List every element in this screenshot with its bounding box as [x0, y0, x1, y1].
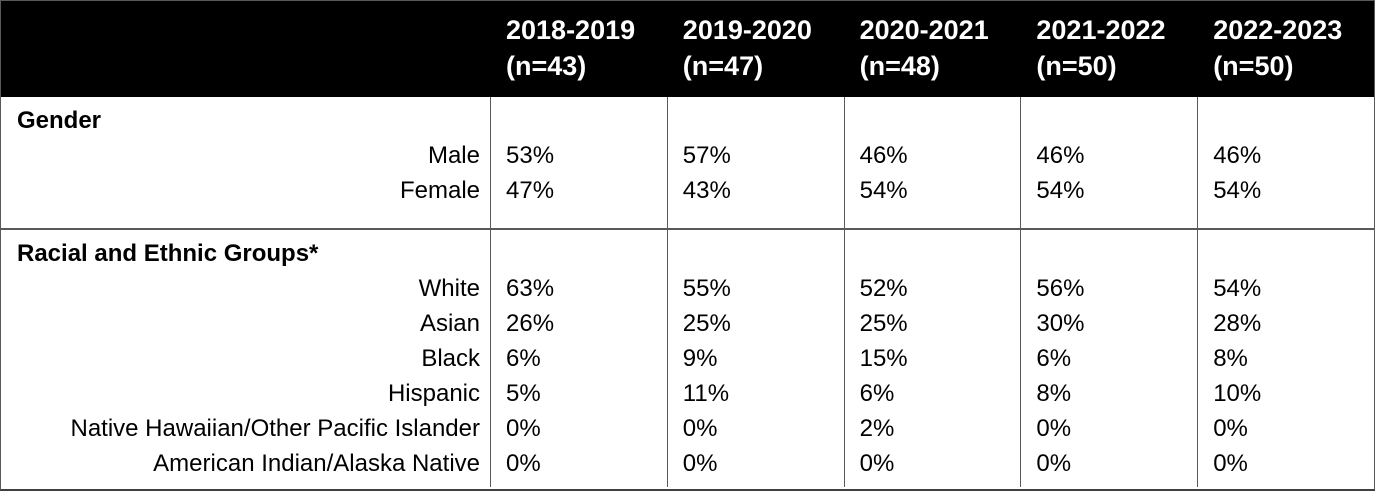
- male-value: 46%: [1036, 142, 1085, 169]
- spacer: [683, 236, 844, 271]
- spacer: [506, 236, 667, 271]
- gender-data-col-4: 46% 54%: [1020, 97, 1197, 228]
- asian-value: 26%: [506, 310, 555, 337]
- row-label-hispanic: Hispanic: [387, 380, 480, 407]
- black-value: 9%: [682, 345, 718, 372]
- male-value: 46%: [859, 142, 908, 169]
- header-year-label: 2018-2019: [506, 15, 636, 45]
- header-cell-year-1: 2018-2019 (n=43): [490, 1, 667, 97]
- spacer: [683, 103, 844, 138]
- header-n-label: (n=48): [859, 51, 940, 81]
- black-value: 15%: [859, 345, 908, 372]
- male-value: 46%: [1213, 142, 1262, 169]
- race-data-col-5: 54% 28% 8% 10% 0% 0%: [1197, 230, 1374, 487]
- gender-label-column: Gender Male Female: [1, 97, 490, 228]
- asian-value: 25%: [682, 310, 731, 337]
- asian-value: 25%: [859, 310, 908, 337]
- native-hawaiian-value: 0%: [1213, 415, 1248, 442]
- row-label-asian: Asian: [419, 310, 480, 337]
- row-label-native-hawaiian: Native Hawaiian/Other Pacific Islander: [70, 415, 480, 442]
- spacer: [860, 236, 1021, 271]
- native-hawaiian-value: 0%: [1036, 415, 1072, 442]
- gender-data-col-5: 46% 54%: [1197, 97, 1374, 228]
- header-year-label: 2019-2020: [682, 15, 812, 45]
- race-data-col-1: 63% 26% 6% 5% 0% 0%: [490, 230, 667, 487]
- female-value: 54%: [859, 177, 908, 204]
- section-gender: Gender Male Female 53% 47% 57% 43% 46% 5…: [1, 97, 1374, 228]
- native-hawaiian-value: 2%: [859, 415, 895, 442]
- white-value: 52%: [859, 275, 908, 302]
- header-empty-cell: [1, 1, 490, 97]
- spacer: [1213, 236, 1374, 271]
- white-value: 55%: [682, 275, 731, 302]
- spacer: [860, 103, 1021, 138]
- female-value: 43%: [682, 177, 731, 204]
- race-data-col-4: 56% 30% 6% 8% 0% 0%: [1020, 230, 1197, 487]
- header-cell-year-3: 2020-2021 (n=48): [844, 1, 1021, 97]
- race-data-col-3: 52% 25% 15% 6% 2% 0%: [843, 230, 1021, 487]
- spacer: [1036, 103, 1197, 138]
- native-hawaiian-value: 0%: [506, 415, 541, 442]
- asian-value: 30%: [1036, 310, 1085, 337]
- asian-value: 28%: [1213, 310, 1262, 337]
- american-indian-value: 0%: [682, 450, 718, 477]
- section-title-race: Racial and Ethnic Groups*: [17, 240, 319, 267]
- male-value: 57%: [682, 142, 731, 169]
- white-value: 63%: [506, 275, 555, 302]
- female-value: 47%: [506, 177, 555, 204]
- row-label-white: White: [418, 275, 480, 302]
- male-value: 53%: [506, 142, 555, 169]
- female-value: 54%: [1036, 177, 1085, 204]
- american-indian-value: 0%: [1213, 450, 1248, 477]
- black-value: 8%: [1213, 345, 1248, 372]
- black-value: 6%: [506, 345, 541, 372]
- header-n-label: (n=50): [1036, 51, 1117, 81]
- white-value: 54%: [1213, 275, 1262, 302]
- race-data-col-2: 55% 25% 9% 11% 0% 0%: [666, 230, 844, 487]
- spacer: [1036, 236, 1197, 271]
- white-value: 56%: [1036, 275, 1085, 302]
- american-indian-value: 0%: [506, 450, 541, 477]
- section-racial-ethnic-groups: Racial and Ethnic Groups* White Asian Bl…: [1, 228, 1374, 487]
- race-label-column: Racial and Ethnic Groups* White Asian Bl…: [1, 230, 490, 487]
- american-indian-value: 0%: [859, 450, 895, 477]
- native-hawaiian-value: 0%: [682, 415, 718, 442]
- female-value: 54%: [1213, 177, 1262, 204]
- gender-data-col-2: 57% 43%: [666, 97, 844, 228]
- header-year-label: 2020-2021: [859, 15, 989, 45]
- black-value: 6%: [1036, 345, 1072, 372]
- header-cell-year-4: 2021-2022 (n=50): [1020, 1, 1197, 97]
- header-n-label: (n=50): [1213, 51, 1294, 81]
- hispanic-value: 5%: [506, 380, 541, 407]
- american-indian-value: 0%: [1036, 450, 1072, 477]
- header-n-label: (n=43): [506, 51, 587, 81]
- row-label-male: Male: [427, 142, 480, 169]
- hispanic-value: 6%: [859, 380, 895, 407]
- table-header-row: 2018-2019 (n=43) 2019-2020 (n=47) 2020-2…: [1, 1, 1374, 97]
- header-year-label: 2021-2022: [1036, 15, 1166, 45]
- gender-data-col-3: 46% 54%: [843, 97, 1021, 228]
- header-cell-year-5: 2022-2023 (n=50): [1197, 1, 1374, 97]
- hispanic-value: 10%: [1213, 380, 1262, 407]
- row-label-black: Black: [421, 345, 480, 372]
- spacer: [506, 103, 667, 138]
- hispanic-value: 11%: [682, 380, 730, 407]
- header-n-label: (n=47): [682, 51, 764, 81]
- header-cell-year-2: 2019-2020 (n=47): [667, 1, 844, 97]
- row-label-american-indian: American Indian/Alaska Native: [153, 450, 480, 477]
- spacer: [1213, 103, 1374, 138]
- gender-data-col-1: 53% 47%: [490, 97, 667, 228]
- hispanic-value: 8%: [1036, 380, 1072, 407]
- section-title-gender: Gender: [17, 107, 102, 134]
- row-label-female: Female: [399, 177, 480, 204]
- header-year-label: 2022-2023: [1213, 15, 1343, 45]
